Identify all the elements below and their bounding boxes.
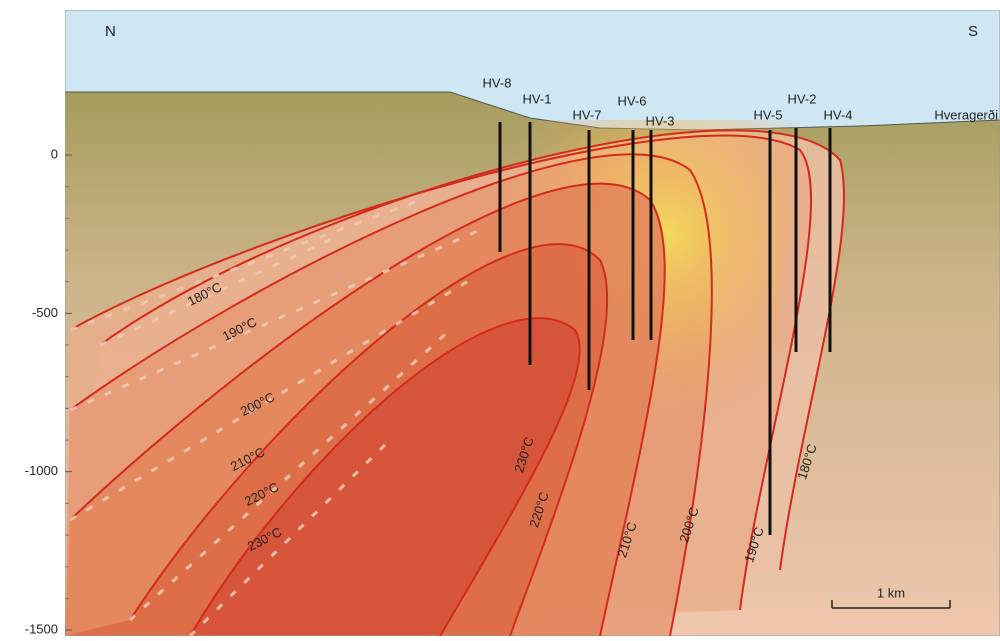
well-label: HV-4 — [824, 107, 853, 122]
well-label: HV-7 — [573, 107, 602, 122]
y-tick-label: -1500 — [25, 621, 58, 636]
well-label: HV-5 — [754, 107, 783, 122]
scale-bar-label: 1 km — [877, 585, 905, 600]
well-label: HV-1 — [523, 91, 552, 106]
well-label: HV-8 — [483, 75, 512, 90]
cross-section: HV-8 HV-1 HV-7 HV-6 HV-3 HV-5 HV-2 HV-4 N S Hve… — [0, 0, 1000, 636]
y-tick-label: 0 — [51, 146, 58, 161]
town-label: Hveragerði — [934, 107, 998, 122]
south-label: S — [968, 23, 978, 40]
y-tick-label: -1000 — [25, 463, 58, 478]
well-label: HV-3 — [646, 113, 675, 128]
north-label: N — [105, 23, 116, 40]
y-tick-label: -500 — [32, 305, 58, 320]
well-label: HV-6 — [618, 93, 647, 108]
well-label: HV-2 — [788, 91, 817, 106]
